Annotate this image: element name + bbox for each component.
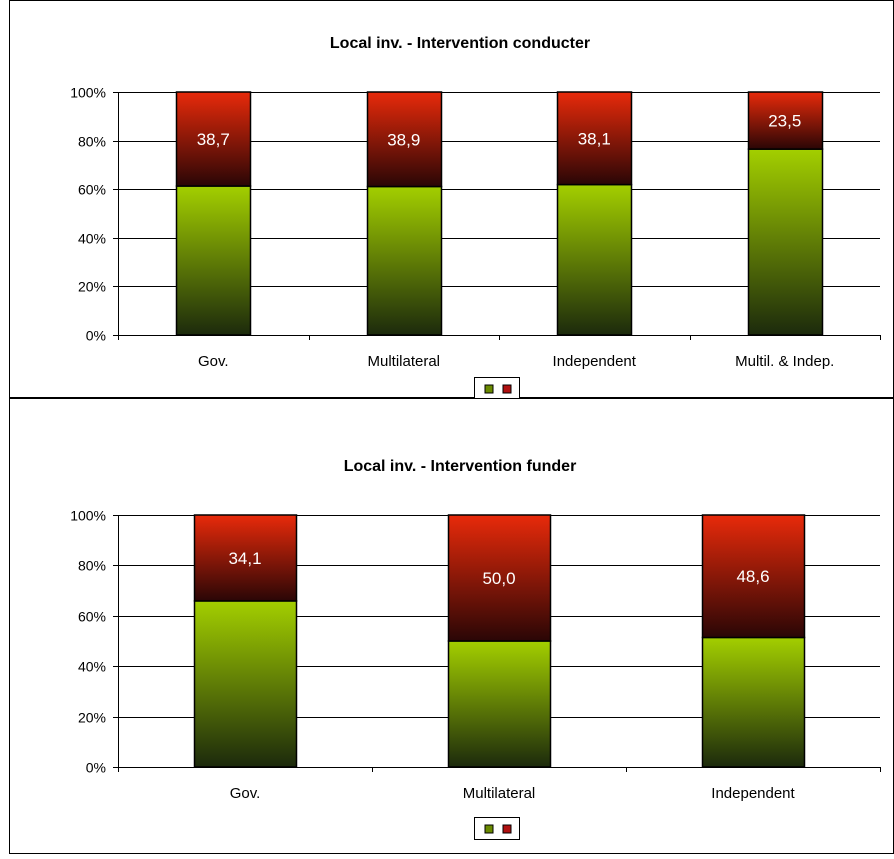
y-tick-label: 80%: [78, 134, 106, 150]
legend-swatch-red: [503, 825, 511, 833]
bar-green-4: [749, 149, 823, 335]
y-tick-label: 100%: [70, 508, 106, 524]
chart-title: Local inv. - Intervention funder: [344, 458, 577, 475]
data-label: 38,9: [387, 130, 420, 149]
x-tick-label: Multilateral: [463, 785, 536, 802]
y-tick-label: 80%: [78, 558, 106, 574]
y-tick-label: 40%: [78, 659, 106, 675]
y-tick-label: 20%: [78, 279, 106, 295]
x-tick-label: Gov.: [230, 785, 261, 802]
data-label: 38,7: [197, 130, 230, 149]
x-tick-label: Independent: [711, 785, 795, 802]
legend-swatch-red: [503, 385, 511, 393]
bar-green-2: [368, 187, 442, 335]
legend: [475, 818, 520, 840]
y-tick-label: 0%: [86, 760, 106, 776]
legend-box: [475, 818, 520, 840]
x-tick-label: Independent: [553, 353, 637, 370]
x-tick-label: Multilateral: [367, 353, 440, 370]
y-tick-label: 60%: [78, 609, 106, 625]
y-tick-label: 100%: [70, 85, 106, 101]
y-tick-label: 60%: [78, 182, 106, 198]
bar-green-1: [177, 186, 251, 335]
legend-swatch-green: [485, 825, 493, 833]
y-tick-label: 20%: [78, 710, 106, 726]
bar-green-2: [449, 641, 551, 767]
y-tick-label: 0%: [86, 328, 106, 344]
bar-green-3: [558, 185, 632, 335]
data-label: 34,1: [228, 549, 261, 568]
x-tick-label: Multil. & Indep.: [735, 353, 834, 370]
legend-swatch-green: [485, 385, 493, 393]
data-label: 50,0: [482, 569, 515, 588]
chart-panel-funder: Local inv. - Intervention funder 0% 20% 40…: [10, 399, 894, 854]
chart-title: Local inv. - Intervention conducter: [330, 35, 590, 52]
legend: [475, 378, 520, 400]
x-tick-label: Gov.: [198, 353, 229, 370]
legend-box: [475, 378, 520, 400]
chart-panel-conducter: Local inv. - Intervention conducter 0% 20…: [10, 1, 894, 400]
bar-green-3: [703, 637, 805, 767]
bar-green-1: [195, 601, 297, 767]
data-label: 48,6: [736, 567, 769, 586]
data-label: 38,1: [578, 129, 611, 148]
y-tick-label: 40%: [78, 231, 106, 247]
data-label: 23,5: [768, 112, 801, 131]
